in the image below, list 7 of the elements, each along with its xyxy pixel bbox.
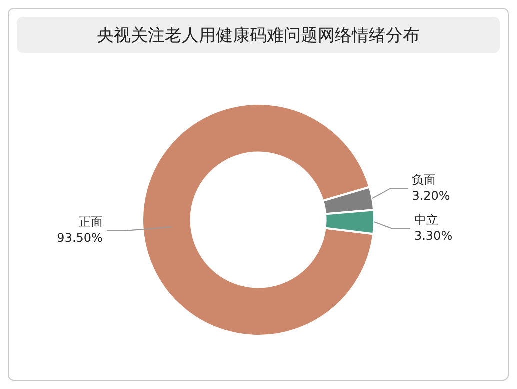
slice-label: 负面 (412, 172, 436, 187)
data-label: 3.30% (414, 228, 453, 243)
data-label: 3.20% (412, 188, 450, 203)
chart-title: 央视关注老人用健康码难问题网络情绪分布 (17, 17, 500, 53)
data-label: 93.50% (57, 231, 103, 246)
slice-label: 正面 (78, 215, 103, 230)
slice-label: 中立 (414, 212, 438, 227)
